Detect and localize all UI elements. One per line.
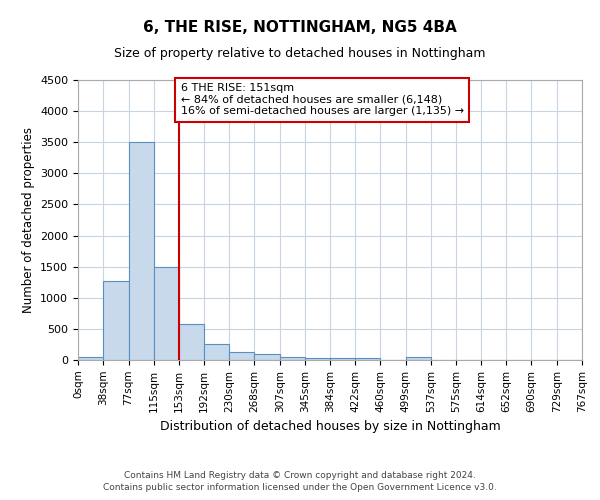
Bar [154, 266, 179, 360]
X-axis label: Distribution of detached houses by size in Nottingham: Distribution of detached houses by size … [160, 420, 500, 433]
Bar [204, 344, 229, 360]
Bar [355, 358, 380, 360]
Text: Contains HM Land Registry data © Crown copyright and database right 2024.: Contains HM Land Registry data © Crown c… [124, 471, 476, 480]
Text: 6, THE RISE, NOTTINGHAM, NG5 4BA: 6, THE RISE, NOTTINGHAM, NG5 4BA [143, 20, 457, 35]
Bar [229, 352, 254, 360]
Text: Contains public sector information licensed under the Open Government Licence v3: Contains public sector information licen… [103, 484, 497, 492]
Bar [331, 358, 355, 360]
Bar [254, 354, 280, 360]
Text: 6 THE RISE: 151sqm
← 84% of detached houses are smaller (6,148)
16% of semi-deta: 6 THE RISE: 151sqm ← 84% of detached hou… [181, 83, 464, 116]
Bar [103, 281, 128, 360]
Bar [305, 358, 331, 360]
Bar [406, 357, 431, 360]
Text: Size of property relative to detached houses in Nottingham: Size of property relative to detached ho… [114, 48, 486, 60]
Bar [78, 357, 103, 360]
Bar [179, 324, 204, 360]
Y-axis label: Number of detached properties: Number of detached properties [22, 127, 35, 313]
Bar [128, 142, 154, 360]
Bar [280, 357, 305, 360]
